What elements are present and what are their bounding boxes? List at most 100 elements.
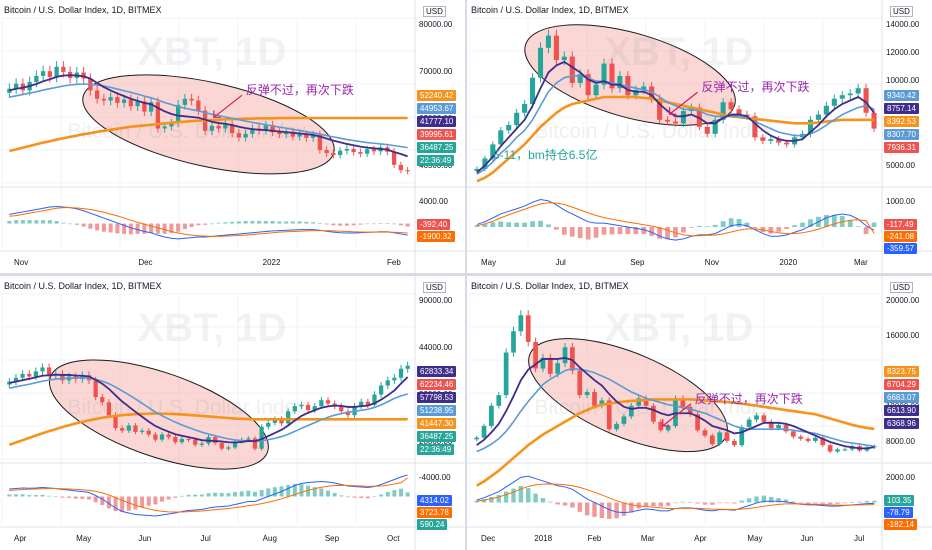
- candle-body: [658, 421, 664, 431]
- candle-body: [34, 75, 39, 82]
- candle-body: [784, 142, 790, 145]
- histogram-bar: [657, 227, 662, 239]
- candle-body: [577, 74, 583, 83]
- histogram-bar: [87, 496, 91, 500]
- histogram-bar: [34, 220, 39, 224]
- histogram-bar: [358, 223, 363, 225]
- histogram-bar: [744, 222, 750, 228]
- candle-body: [121, 99, 127, 103]
- histogram-bar: [503, 491, 509, 503]
- histogram-bar: [584, 502, 590, 516]
- histogram-bar: [641, 227, 647, 235]
- arrow-head: [668, 107, 677, 115]
- histogram-bar: [359, 496, 364, 498]
- histogram-bar: [855, 226, 861, 228]
- y-axis-label: 90000.00: [419, 296, 453, 305]
- histogram-bar: [379, 494, 384, 497]
- histogram-bar: [74, 223, 79, 225]
- histogram-bar: [332, 492, 337, 497]
- currency-button[interactable]: USD: [423, 282, 446, 293]
- histogram-bar: [133, 496, 138, 510]
- candle-body: [621, 416, 627, 424]
- chart-panel-2[interactable]: XBT, 1D Bitcoin / U.S. Dollar Index Bitcoi…: [467, 0, 932, 273]
- histogram-bar: [665, 227, 670, 240]
- candle-body: [128, 99, 134, 107]
- candle-body: [746, 419, 752, 428]
- candle-body: [391, 151, 397, 165]
- histogram-bar: [831, 214, 837, 228]
- osc-badge: -182.14: [884, 519, 918, 530]
- histogram-bar: [835, 502, 840, 504]
- histogram-bar: [176, 223, 181, 232]
- histogram-bar: [800, 222, 805, 228]
- candle-body: [47, 367, 52, 376]
- candle-body: [7, 381, 12, 385]
- histogram-bar: [761, 495, 767, 503]
- y-axis-label: 44000.00: [419, 343, 453, 352]
- histogram-bar: [233, 492, 238, 497]
- price-badge: 62833.34: [417, 366, 457, 377]
- watermark: XBT, 1D: [137, 306, 287, 350]
- watermark-sub: Bitcoin / U.S. Dollar Index: [67, 120, 307, 143]
- chart-panel-3[interactable]: XBT, 1D Bitcoin / U.S. Dollar Index Bitcoi…: [0, 276, 465, 550]
- currency-button[interactable]: USD: [423, 6, 446, 17]
- x-axis-label: Mar: [854, 258, 868, 267]
- candle-body: [246, 438, 251, 440]
- histogram-bar: [14, 220, 19, 224]
- candle-body: [709, 435, 715, 445]
- histogram-bar: [182, 223, 187, 230]
- histogram-bar: [768, 227, 774, 234]
- histogram-bar: [252, 491, 257, 497]
- chart-title: Bitcoin / U.S. Dollar Index, 1D, BITMEX: [4, 5, 162, 15]
- candle-body: [555, 363, 561, 374]
- candle-body: [100, 397, 105, 403]
- candle-body: [398, 164, 404, 171]
- candle-body: [339, 406, 344, 412]
- price-badge: 36487.25: [417, 142, 457, 153]
- histogram-bar: [746, 498, 752, 503]
- histogram-bar: [189, 223, 194, 227]
- candle-body: [297, 134, 302, 137]
- y-axis-label: 5000.00: [886, 161, 915, 170]
- chart-panel-1[interactable]: XBT, 1D Bitcoin / U.S. Dollar Index Bitcoi…: [0, 0, 465, 273]
- osc-badge: -392.40: [417, 219, 451, 230]
- candle-body: [290, 131, 296, 137]
- signal-line: [9, 207, 408, 237]
- histogram-bar: [820, 502, 825, 504]
- histogram-bar: [162, 223, 167, 234]
- x-axis-label: 2022: [262, 258, 281, 267]
- candle-body: [13, 377, 19, 382]
- histogram-bar: [101, 223, 106, 232]
- histogram-bar: [365, 223, 370, 225]
- candle-body: [496, 395, 502, 406]
- candle-body: [108, 97, 113, 101]
- histogram-bar: [842, 502, 848, 504]
- histogram-bar: [569, 227, 575, 237]
- price-badge: 52240.42: [417, 90, 457, 101]
- currency-button[interactable]: USD: [890, 282, 913, 293]
- candle-body: [292, 406, 297, 412]
- histogram-bar: [385, 492, 390, 497]
- histogram-bar: [47, 495, 52, 497]
- candle-body: [702, 430, 708, 436]
- price-badge: 36487.25: [417, 431, 457, 442]
- candle-body: [498, 130, 504, 145]
- candle-body: [126, 425, 131, 431]
- chart-svg: [0, 0, 465, 273]
- chart-panel-4[interactable]: XBT, 1D Bitcoin / U.S. Dollar Index Bitcoi…: [467, 276, 932, 550]
- histogram-bar: [392, 490, 397, 497]
- candle-body: [673, 398, 678, 426]
- histogram-bar: [317, 223, 322, 224]
- histogram-bar: [93, 496, 98, 503]
- macd-line: [476, 199, 875, 241]
- x-axis-label: Jul: [854, 534, 865, 543]
- histogram-bar: [209, 223, 214, 225]
- candle-body: [754, 415, 759, 420]
- histogram-bar: [562, 502, 568, 506]
- candle-body: [739, 427, 745, 446]
- price-badge: 6704.29: [884, 379, 919, 390]
- candle-body: [599, 400, 605, 406]
- currency-button[interactable]: USD: [890, 6, 913, 17]
- price-badge: 41447.30: [417, 418, 457, 429]
- candle-body: [175, 104, 181, 124]
